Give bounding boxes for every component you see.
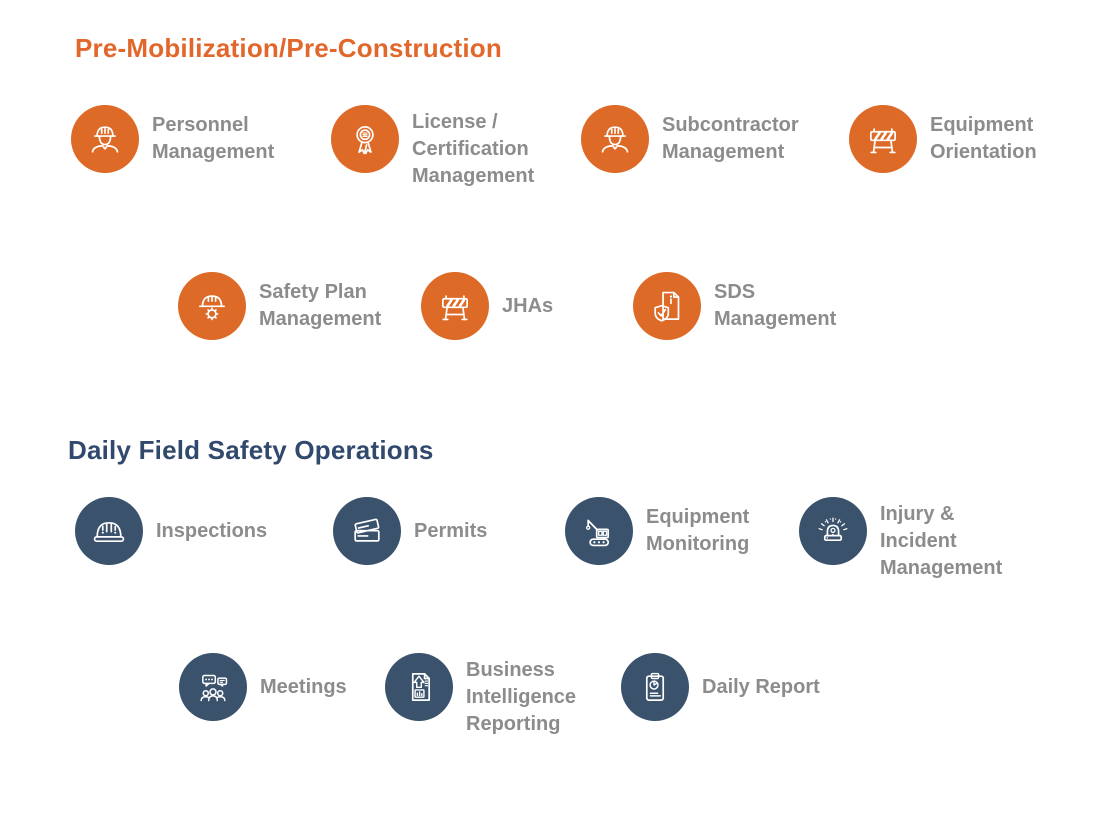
worker-icon [84,118,126,160]
injury-incident-circle [799,497,867,565]
item-label: SDS Management [714,281,837,330]
item-label: Daily Report [702,675,820,698]
meetings-circle [179,653,247,721]
permits-circle [333,497,401,565]
document-shield-icon [646,285,688,327]
equipment-monitoring-circle [565,497,633,565]
section-title-pre-mobilization: Pre-Mobilization/Pre-Construction [75,33,502,63]
item-subcontractor-management: Subcontractor Management [581,105,799,173]
section-title-daily-field-safety: Daily Field Safety Operations [68,435,434,465]
item-license-certification-management: License / Certification Management [331,105,534,190]
personnel-management-circle [71,105,139,173]
jhas-circle [421,272,489,340]
daily-report-circle [621,653,689,721]
item-daily-report: Daily Report [621,653,820,721]
item-label: Safety Plan Management [259,281,382,330]
report-arrow-chart-icon [398,666,440,708]
item-label: Subcontractor Management [662,114,799,163]
hardhat-icon [88,510,130,552]
item-business-intelligence-reporting: Business Intelligence Reporting [385,653,576,738]
crane-icon [578,510,620,552]
item-personnel-management: Personnel Management [71,105,274,173]
item-label: License / Certification Management [412,111,535,187]
people-chat-icon [192,666,234,708]
item-label: Meetings [260,675,347,698]
item-safety-plan-management: Safety Plan Management [178,272,381,340]
hardhat-gear-icon [191,285,233,327]
siren-icon [812,510,854,552]
item-permits: Permits [333,497,487,565]
sds-management-circle [633,272,701,340]
item-sds-management: SDS Management [633,272,836,340]
bi-reporting-circle [385,653,453,721]
safety-plan-circle [178,272,246,340]
item-inspections: Inspections [75,497,267,565]
worker-icon [594,118,636,160]
item-injury-incident-management: Injury & Incident Management [799,497,1002,582]
item-jhas: JHAs [421,272,553,340]
equipment-orientation-circle [849,105,917,173]
item-label: Injury & Incident Management [880,503,1003,579]
certificate-ribbon-icon [344,118,386,160]
item-label: Equipment Orientation [930,114,1037,163]
item-label: Business Intelligence Reporting [466,659,577,735]
barricade-icon [434,285,476,327]
item-label: Equipment Monitoring [646,506,750,555]
item-label: Permits [414,519,488,542]
item-label: Personnel Management [152,114,275,163]
item-label: JHAs [502,294,554,317]
inspections-circle [75,497,143,565]
item-meetings: Meetings [179,653,347,721]
permit-cards-icon [346,510,388,552]
clipboard-chart-icon [634,666,676,708]
barricade-icon [862,118,904,160]
license-certification-circle [331,105,399,173]
subcontractor-management-circle [581,105,649,173]
item-equipment-monitoring: Equipment Monitoring [565,497,749,565]
item-label: Inspections [156,519,268,542]
item-equipment-orientation: Equipment Orientation [849,105,1037,173]
